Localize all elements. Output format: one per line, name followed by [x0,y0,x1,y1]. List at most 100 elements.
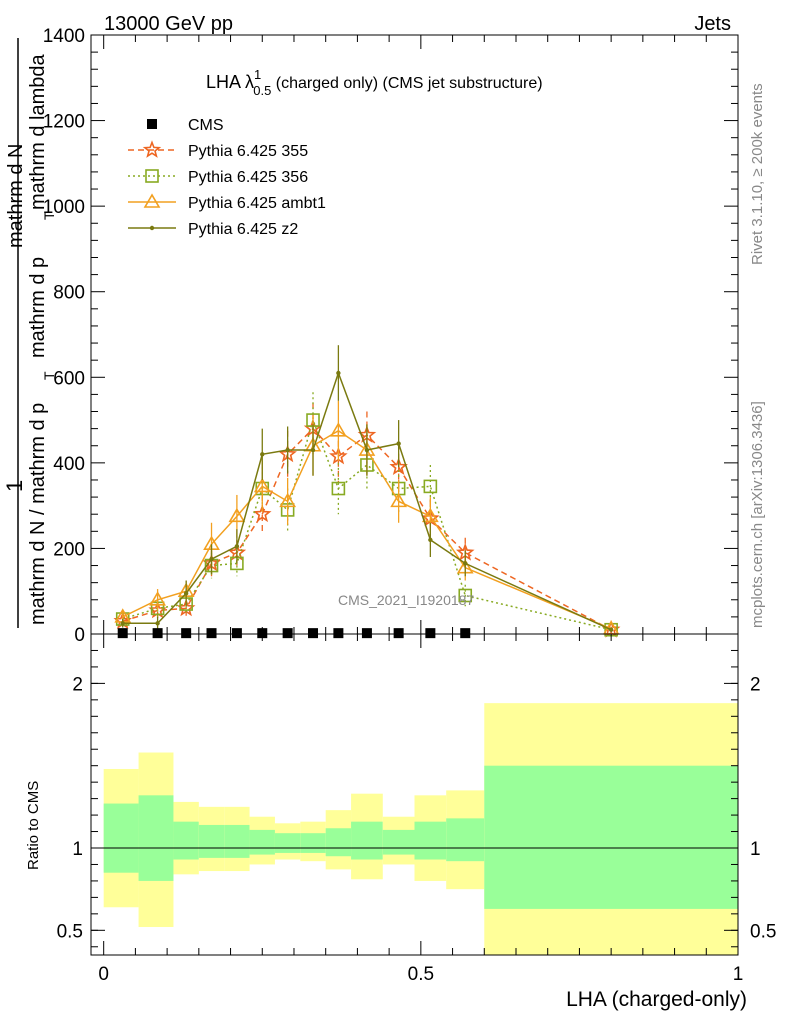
series-line [122,429,612,630]
data-point [608,627,614,632]
legend-label: Pythia 6.425 ambt1 [188,195,326,212]
data-point [155,621,160,626]
legend-item: CMS [147,117,224,134]
y-tick-label: 1200 [43,112,85,133]
ratio-ticks: 0.5 0.5 1 1 2 2 0 0.5 1 [57,634,776,985]
y-tick-label: 0 [74,625,85,646]
analysis-watermark: CMS_2021_I1920187 [338,592,474,608]
ratio-panel-frame [90,633,739,956]
stat-uncertainty-band [198,824,225,858]
data-point [120,621,125,626]
header-jets-label: Jets [694,13,731,35]
data-point [331,481,346,496]
ratio-y-tick-label: 0.5 [57,921,83,942]
x-tick-label: 0.5 [408,964,434,985]
header-energy-label: 13000 GeV pp [104,13,233,35]
legend: CMS Pythia 6.425 355 Pythia 6.425 356 Pythi… [128,117,326,238]
data-point [423,479,438,494]
cms-data-point [117,628,128,639]
stat-uncertainty-band [325,828,352,857]
data-point [209,556,214,562]
plot-title: LHA λ1 0.5 (charged only) (CMS jet substr… [206,67,543,98]
y-tick-label: 600 [53,368,85,389]
data-point [310,447,316,453]
data-point [285,447,290,453]
y-label-T-lower: T [41,371,57,380]
stat-uncertainty-band [173,821,199,860]
plot-title-main: LHA λ [206,72,254,92]
legend-label: Pythia 6.425 356 [188,169,308,186]
ratio-y-tick-label-right: 1 [750,839,761,860]
stat-uncertainty-band [382,829,415,855]
stat-uncertainty-band [224,824,250,858]
data-point [329,422,347,437]
y-tick-label: 1000 [43,197,85,218]
cms-data-point [460,628,471,639]
cms-data-point [231,628,242,639]
legend-label: CMS [188,117,224,134]
cms-data-point [257,628,268,639]
data-point [260,452,265,457]
y-tick-label: 400 [53,454,85,475]
data-point [336,370,341,376]
cms-data-point [282,628,293,639]
data-point [228,507,246,523]
cms-data-point [308,628,319,639]
mcplots-label: mcplots.cern.ch [arXiv:1306.3436] [749,401,766,628]
data-point [252,504,272,523]
y-label-denominator: mathrm d N / mathrm d p [27,403,49,625]
series-pythia-6-425-z2 [120,345,614,632]
ratio-y-label: Ratio to CMS [25,781,42,870]
data-point [234,544,240,549]
data-point [463,561,468,566]
stat-uncertainty-band [414,821,447,860]
legend-marker [149,225,155,231]
stat-uncertainty-band [103,803,139,873]
stat-uncertainty-band [484,765,738,909]
cms-data-point [181,628,192,639]
y-label-one: 1 [2,480,27,492]
cms-data-point [152,628,163,639]
legend-marker [143,193,161,208]
cms-data-point [425,628,436,639]
legend-item: Pythia 6.425 ambt1 [128,193,326,212]
cms-data-point [393,628,404,639]
data-point [390,492,408,508]
cms-data-point [333,628,344,639]
legend-marker [145,169,159,183]
ratio-y-tick-label: 2 [72,674,83,695]
data-point [253,477,271,493]
legend-marker [142,140,162,158]
rivet-label: Rivet 3.1.10, ≥ 200k events [749,83,766,265]
series-line [122,417,612,631]
plot-title-rest: (charged only) (CMS jet substructure) [271,75,542,92]
plot-title-sub: 0.5 [253,83,271,98]
data-point [364,447,370,453]
stat-uncertainty-band [300,833,326,853]
legend-label: Pythia 6.425 z2 [188,221,298,238]
ratio-y-tick-label-right: 2 [750,674,761,695]
y-label-numerator: mathrm d p [27,257,49,358]
series-line [122,370,612,631]
y-tick-label: 800 [53,283,85,304]
data-point [149,591,166,606]
y-label-lambda: mathrm d lambda [27,54,49,210]
y-label-frac-top: mathrm d N [5,144,27,248]
stat-uncertainty-band [249,829,275,855]
x-tick-label: 1 [733,964,744,985]
cms-data-point [206,628,217,639]
data-point [428,537,433,543]
legend-marker [147,119,157,129]
plot-title-sup: 1 [254,67,261,82]
data-point [421,507,439,523]
legend-item: Pythia 6.425 355 [128,140,308,160]
stat-uncertainty-band [446,818,485,862]
y-label-T-upper: T [41,211,57,220]
legend-item: Pythia 6.425 356 [128,169,308,186]
ratio-y-tick-label: 1 [72,839,83,860]
ratio-panel: 0.5 0.5 1 1 2 2 0 0.5 1 Ratio to CMS LHA (charge… [25,633,776,1011]
x-tick-label: 0 [98,964,109,985]
main-y-ticks: 0 200 400 600 800 1000 1200 1400 [43,26,739,646]
main-panel: 0 200 400 600 800 1000 1200 1400 LHA λ1 0.5 (cha… [43,26,739,646]
